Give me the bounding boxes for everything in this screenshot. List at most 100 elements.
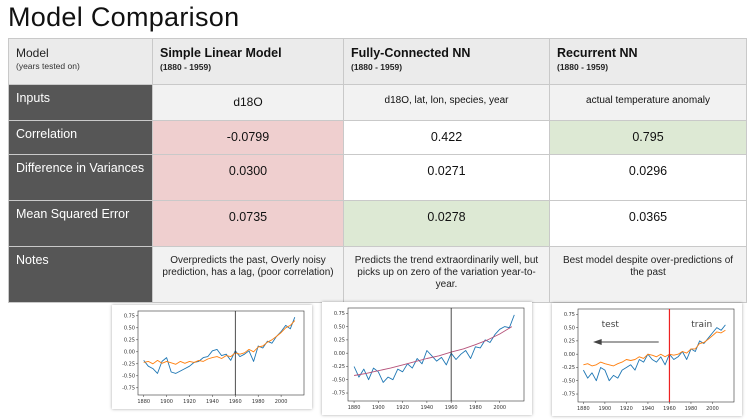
arrow-left-icon [593, 339, 602, 345]
rnn-model-plot: 0.75 0.50 0.25 0.00 -0.25 -0.50 -0.75 1880 1900 1… [552, 303, 742, 416]
x-tick-label: 1920 [183, 399, 196, 405]
header-rnn-model: Recurrent NN (1880 - 1959) [549, 38, 747, 85]
cell-correlation-fcnn: 0.422 [343, 120, 550, 155]
x-tick-label: 1880 [137, 399, 150, 405]
x-tick-label: 1940 [642, 406, 655, 412]
predicted-series-line [143, 320, 296, 365]
x-tick-label: 1940 [206, 399, 219, 405]
cell-correlation-rnn: 0.795 [549, 120, 747, 155]
y-tick-label: -0.75 [562, 392, 575, 398]
row-inputs: Inputs d18O d18O, lat, lon, species, yea… [8, 84, 747, 121]
y-tick-label: -0.50 [122, 374, 135, 380]
header-row: Model (years tested on) Simple Linear Mo… [8, 38, 747, 85]
row-notes: Notes Overpredicts the past, Overly nois… [8, 246, 747, 303]
y-tick-label: 0.25 [334, 338, 345, 344]
cell-variance-rnn: 0.0296 [549, 154, 747, 201]
row-label-mse: Mean Squared Error [8, 200, 153, 247]
x-tick-label: 1960 [229, 399, 242, 405]
plot-frame [137, 310, 305, 396]
header-linear-model: Simple Linear Model (1880 - 1959) [152, 38, 344, 85]
model-years: (1880 - 1959) [160, 62, 212, 72]
y-tick-label: -0.25 [122, 362, 135, 368]
linear-model-plot: 0.75 0.50 0.25 0.00 -0.25 -0.50 -0.75 1880 1900 1… [112, 305, 312, 409]
model-years: (1880 - 1959) [351, 62, 403, 72]
model-name: Fully-Connected NN [351, 46, 471, 60]
cell-mse-linear: 0.0735 [152, 200, 344, 247]
y-tick-label: 0.00 [334, 351, 345, 357]
y-tick-label: 0.75 [334, 311, 345, 317]
test-label: test [602, 320, 620, 330]
y-tick-label: -0.50 [562, 378, 575, 384]
x-tick-label: 1980 [469, 405, 482, 411]
x-tick-label: 1980 [252, 399, 265, 405]
row-label-inputs: Inputs [8, 84, 153, 121]
cell-inputs-linear: d18O [152, 84, 344, 121]
y-tick-label: 0.25 [564, 339, 575, 345]
y-tick-label: 0.50 [334, 324, 345, 330]
header-model-cell: Model (years tested on) [8, 38, 153, 85]
plot-frame [347, 307, 525, 402]
y-tick-label: 0.00 [124, 350, 135, 356]
y-tick-label: 0.50 [124, 326, 135, 332]
cell-variance-fcnn: 0.0271 [343, 154, 550, 201]
y-tick-label: -0.25 [332, 364, 345, 370]
y-tick-label: -0.75 [332, 391, 345, 397]
x-tick-label: 1880 [348, 405, 361, 411]
cell-notes-rnn: Best model despite over-predictions of t… [549, 246, 747, 303]
x-tick-label: 1920 [396, 405, 409, 411]
cell-variance-linear: 0.0300 [152, 154, 344, 201]
y-tick-label: 0.00 [564, 352, 575, 358]
cell-notes-linear: Overpredicts the past, Overly noisy pred… [152, 246, 344, 303]
x-tick-label: 1960 [445, 405, 458, 411]
x-tick-label: 1920 [620, 406, 633, 412]
fcnn-model-plot: 0.75 0.50 0.25 0.00 -0.25 -0.50 -0.75 1880 1900 1… [322, 302, 532, 415]
x-tick-label: 2000 [275, 399, 288, 405]
x-tick-label: 1880 [577, 406, 590, 412]
x-tick-label: 1960 [663, 406, 676, 412]
row-correlation: Correlation -0.0799 0.422 0.795 [8, 120, 747, 155]
actual-series-line [353, 314, 515, 383]
y-tick-label: 0.75 [124, 314, 135, 320]
model-name: Simple Linear Model [160, 46, 282, 60]
actual-series-line [143, 317, 296, 374]
row-mse: Mean Squared Error 0.0735 0.0278 0.0365 [8, 200, 747, 247]
x-tick-label: 1900 [160, 399, 173, 405]
x-tick-label: 1900 [372, 405, 385, 411]
train-label: train [691, 320, 712, 330]
cell-correlation-linear: -0.0799 [152, 120, 344, 155]
row-variance: Difference in Variances 0.0300 0.0271 0.… [8, 154, 747, 201]
y-tick-label: 0.50 [564, 325, 575, 331]
header-model-sublabel: (years tested on) [16, 61, 80, 71]
predicted-series-line [583, 329, 726, 367]
header-model-label: Model [16, 46, 49, 60]
x-tick-label: 1980 [685, 406, 698, 412]
plot-svg: 0.75 0.50 0.25 0.00 -0.25 -0.50 -0.75 1880 1900 1… [332, 307, 525, 411]
x-tick-label: 1940 [421, 405, 434, 411]
row-label-variance: Difference in Variances [8, 154, 153, 201]
cell-inputs-rnn: actual temperature anomaly [549, 84, 747, 121]
y-tick-label: 0.75 [564, 312, 575, 318]
y-tick-label: -0.50 [332, 377, 345, 383]
x-tick-label: 2000 [706, 406, 719, 412]
comparison-table: Model (years tested on) Simple Linear Mo… [8, 38, 747, 303]
cell-mse-rnn: 0.0365 [549, 200, 747, 247]
row-label-correlation: Correlation [8, 120, 153, 155]
cell-notes-fcnn: Predicts the trend extraordinarily well,… [343, 246, 550, 303]
y-tick-label: -0.25 [562, 365, 575, 371]
row-label-notes: Notes [8, 246, 153, 303]
header-fcnn-model: Fully-Connected NN (1880 - 1959) [343, 38, 550, 85]
actual-series-line [583, 324, 726, 382]
cell-inputs-fcnn: d18O, lat, lon, species, year [343, 84, 550, 121]
predicted-series-line [354, 326, 513, 376]
plot-svg: 0.75 0.50 0.25 0.00 -0.25 -0.50 -0.75 1880 1900 1… [122, 310, 305, 405]
model-years: (1880 - 1959) [557, 62, 609, 72]
x-tick-label: 1900 [599, 406, 612, 412]
plot-svg: 0.75 0.50 0.25 0.00 -0.25 -0.50 -0.75 1880 1900 1… [562, 308, 735, 412]
y-tick-label: -0.75 [122, 386, 135, 392]
x-tick-label: 2000 [493, 405, 506, 411]
page-title: Model Comparison [8, 2, 240, 32]
plot-frame [577, 308, 735, 403]
y-tick-label: 0.25 [124, 338, 135, 344]
cell-mse-fcnn: 0.0278 [343, 200, 550, 247]
model-name: Recurrent NN [557, 46, 638, 60]
